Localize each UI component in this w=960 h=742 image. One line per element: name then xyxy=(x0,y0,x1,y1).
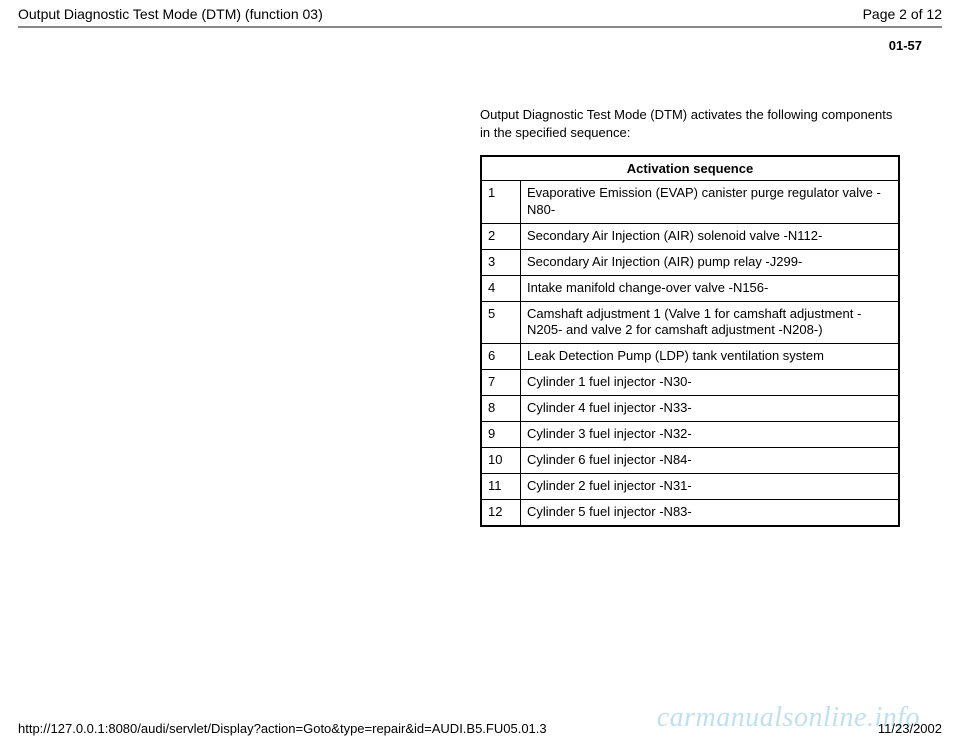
row-number: 12 xyxy=(481,499,521,525)
intro-paragraph: Output Diagnostic Test Mode (DTM) activa… xyxy=(480,106,900,141)
row-number: 7 xyxy=(481,370,521,396)
row-text: Leak Detection Pump (LDP) tank ventilati… xyxy=(521,344,900,370)
table-row: 5 Camshaft adjustment 1 (Valve 1 for cam… xyxy=(481,301,899,344)
content-area: Output Diagnostic Test Mode (DTM) activa… xyxy=(480,106,900,527)
page-footer: http://127.0.0.1:8080/audi/servlet/Displ… xyxy=(18,721,942,736)
activation-sequence-table: Activation sequence 1 Evaporative Emissi… xyxy=(480,155,900,526)
row-number: 6 xyxy=(481,344,521,370)
table-row: 2 Secondary Air Injection (AIR) solenoid… xyxy=(481,223,899,249)
table-row: 11 Cylinder 2 fuel injector -N31- xyxy=(481,473,899,499)
row-text: Secondary Air Injection (AIR) pump relay… xyxy=(521,249,900,275)
header-title: Output Diagnostic Test Mode (DTM) (funct… xyxy=(18,6,323,22)
row-number: 9 xyxy=(481,422,521,448)
row-text: Intake manifold change-over valve -N156- xyxy=(521,275,900,301)
table-row: 6 Leak Detection Pump (LDP) tank ventila… xyxy=(481,344,899,370)
table-row: 8 Cylinder 4 fuel injector -N33- xyxy=(481,396,899,422)
table-row: 4 Intake manifold change-over valve -N15… xyxy=(481,275,899,301)
table-row: 3 Secondary Air Injection (AIR) pump rel… xyxy=(481,249,899,275)
header-page-indicator: Page 2 of 12 xyxy=(863,6,942,22)
row-text: Cylinder 1 fuel injector -N30- xyxy=(521,370,900,396)
footer-date: 11/23/2002 xyxy=(878,721,942,736)
row-text: Cylinder 6 fuel injector -N84- xyxy=(521,447,900,473)
row-number: 4 xyxy=(481,275,521,301)
row-number: 10 xyxy=(481,447,521,473)
page-header: Output Diagnostic Test Mode (DTM) (funct… xyxy=(0,0,960,26)
row-number: 1 xyxy=(481,181,521,224)
table-header-row: Activation sequence xyxy=(481,156,899,181)
row-text: Cylinder 2 fuel injector -N31- xyxy=(521,473,900,499)
row-text: Camshaft adjustment 1 (Valve 1 for camsh… xyxy=(521,301,900,344)
row-number: 11 xyxy=(481,473,521,499)
page-root: Output Diagnostic Test Mode (DTM) (funct… xyxy=(0,0,960,742)
table-row: 7 Cylinder 1 fuel injector -N30- xyxy=(481,370,899,396)
row-number: 5 xyxy=(481,301,521,344)
row-number: 8 xyxy=(481,396,521,422)
row-number: 3 xyxy=(481,249,521,275)
row-text: Evaporative Emission (EVAP) canister pur… xyxy=(521,181,900,224)
row-text: Cylinder 4 fuel injector -N33- xyxy=(521,396,900,422)
table-row: 1 Evaporative Emission (EVAP) canister p… xyxy=(481,181,899,224)
table-row: 10 Cylinder 6 fuel injector -N84- xyxy=(481,447,899,473)
row-text: Cylinder 5 fuel injector -N83- xyxy=(521,499,900,525)
row-number: 2 xyxy=(481,223,521,249)
row-text: Cylinder 3 fuel injector -N32- xyxy=(521,422,900,448)
row-text: Secondary Air Injection (AIR) solenoid v… xyxy=(521,223,900,249)
footer-url: http://127.0.0.1:8080/audi/servlet/Displ… xyxy=(18,721,547,736)
table-row: 12 Cylinder 5 fuel injector -N83- xyxy=(481,499,899,525)
table-title: Activation sequence xyxy=(481,156,899,181)
section-code: 01-57 xyxy=(0,28,960,55)
table-row: 9 Cylinder 3 fuel injector -N32- xyxy=(481,422,899,448)
